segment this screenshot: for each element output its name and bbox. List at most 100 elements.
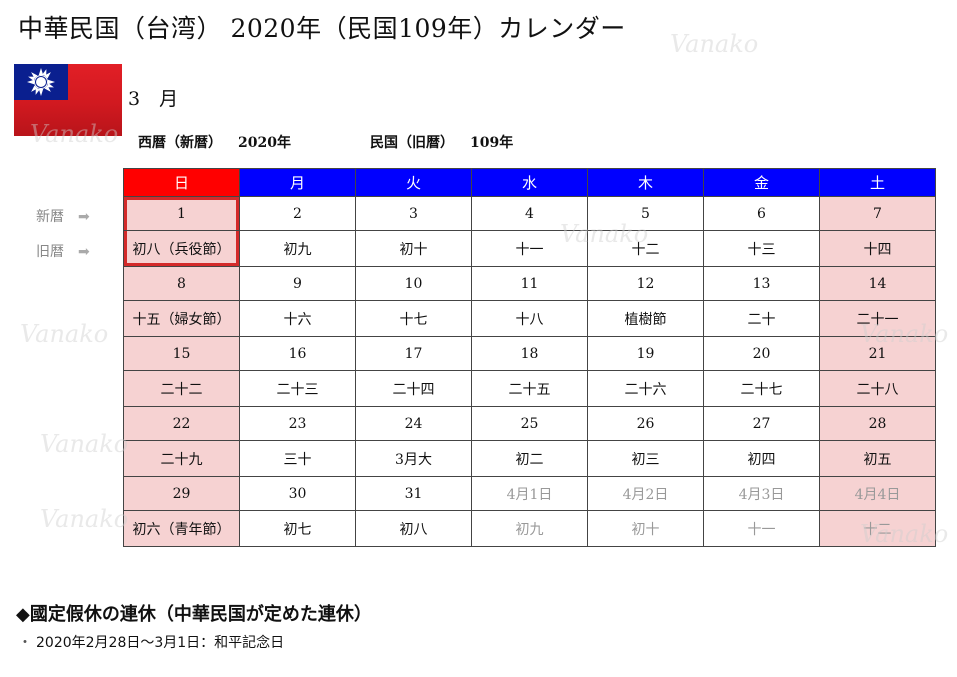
gregorian-date-cell: 3 xyxy=(355,196,472,231)
gregorian-date-cell: 18 xyxy=(471,336,588,371)
lunar-date-cell: 初十 xyxy=(355,230,472,267)
minguo-era-label: 民国（旧暦） xyxy=(370,135,454,151)
gregorian-date-cell: 24 xyxy=(355,406,472,441)
gregorian-date-cell: 30 xyxy=(239,476,356,511)
watermark-logo: Vanako xyxy=(20,320,109,348)
lunar-date-cell: 初七 xyxy=(239,510,356,547)
lunar-date-cell: 初五 xyxy=(819,440,936,477)
lunar-date-cell: 二十四 xyxy=(355,370,472,407)
lunar-date-cell: 十五（婦女節） xyxy=(123,300,240,337)
lunar-date-cell: 十一 xyxy=(703,510,820,547)
weekday-header-friday: 金 xyxy=(703,168,820,197)
gregorian-date-cell: 4月1日 xyxy=(471,476,588,511)
gregorian-date-cell: 4 xyxy=(471,196,588,231)
watermark-logo: Vanako xyxy=(40,430,129,458)
week-new-calendar-row: 8 9 10 11 12 13 14 xyxy=(123,266,936,301)
western-era: 西暦（新暦） 2020年 xyxy=(138,132,291,152)
week-old-calendar-row: 十五（婦女節） 十六 十七 十八 植樹節 二十 二十一 xyxy=(123,300,936,337)
lunar-date-cell: 十七 xyxy=(355,300,472,337)
western-era-label: 西暦（新暦） xyxy=(138,135,222,151)
lunar-date-cell: 初四 xyxy=(703,440,820,477)
gregorian-date-cell: 4月3日 xyxy=(703,476,820,511)
weekday-header-saturday: 土 xyxy=(819,168,936,197)
week-old-calendar-row: 初六（青年節） 初七 初八 初九 初十 十一 十二 xyxy=(123,510,936,547)
gregorian-date-cell: 19 xyxy=(587,336,704,371)
gregorian-date-cell: 22 xyxy=(123,406,240,441)
arrow-right-icon: ➡ xyxy=(78,209,90,225)
watermark-logo: Vanako xyxy=(670,30,759,58)
lunar-date-cell: 二十六 xyxy=(587,370,704,407)
gregorian-date-cell: 10 xyxy=(355,266,472,301)
old-calendar-row-label: 旧暦 ➡ xyxy=(36,241,90,261)
gregorian-date-cell: 6 xyxy=(703,196,820,231)
gregorian-date-cell: 9 xyxy=(239,266,356,301)
gregorian-date-cell: 23 xyxy=(239,406,356,441)
holidays-heading: ◆國定假休の連休（中華民国が定めた連休） xyxy=(16,604,372,625)
gregorian-date-cell: 12 xyxy=(587,266,704,301)
weekday-header-sunday: 日 xyxy=(123,168,240,197)
gregorian-date-cell: 26 xyxy=(587,406,704,441)
lunar-date-cell: 十二 xyxy=(587,230,704,267)
gregorian-date-cell: 11 xyxy=(471,266,588,301)
lunar-date-cell: 十六 xyxy=(239,300,356,337)
minguo-era-value: 109年 xyxy=(470,135,514,151)
gregorian-date-cell: 15 xyxy=(123,336,240,371)
gregorian-date-cell: 16 xyxy=(239,336,356,371)
lunar-date-cell: 二十五 xyxy=(471,370,588,407)
holidays-list: 2020年2月28日～3月1日：和平記念日 xyxy=(18,632,284,652)
lunar-date-cell: 二十二 xyxy=(123,370,240,407)
western-era-value: 2020年 xyxy=(238,135,291,151)
week-old-calendar-row: 二十九 三十 3月大 初二 初三 初四 初五 xyxy=(123,440,936,477)
lunar-date-cell: 初十 xyxy=(587,510,704,547)
lunar-date-cell: 植樹節 xyxy=(587,300,704,337)
gregorian-date-cell: 20 xyxy=(703,336,820,371)
gregorian-date-cell: 17 xyxy=(355,336,472,371)
arrow-right-icon: ➡ xyxy=(78,244,90,260)
week-new-calendar-row: 15 16 17 18 19 20 21 xyxy=(123,336,936,371)
gregorian-date-cell: 13 xyxy=(703,266,820,301)
week-old-calendar-row: 二十二 二十三 二十四 二十五 二十六 二十七 二十八 xyxy=(123,370,936,407)
gregorian-date-cell: 25 xyxy=(471,406,588,441)
lunar-date-cell: 二十 xyxy=(703,300,820,337)
lunar-date-cell: 初八 xyxy=(355,510,472,547)
gregorian-date-cell: 31 xyxy=(355,476,472,511)
weekday-header-row: 日 月 火 水 木 金 土 xyxy=(123,168,936,197)
gregorian-date-cell: 14 xyxy=(819,266,936,301)
lunar-date-cell: 十一 xyxy=(471,230,588,267)
lunar-date-cell: 三十 xyxy=(239,440,356,477)
weekday-header-tuesday: 火 xyxy=(355,168,472,197)
lunar-date-cell: 初二 xyxy=(471,440,588,477)
gregorian-date-cell: 28 xyxy=(819,406,936,441)
lunar-date-cell: 初九 xyxy=(239,230,356,267)
lunar-date-cell: 初六（青年節） xyxy=(123,510,240,547)
lunar-date-cell: 二十七 xyxy=(703,370,820,407)
week-old-calendar-row: 初八（兵役節） 初九 初十 十一 十二 十三 十四 xyxy=(123,230,936,267)
weekday-header-monday: 月 xyxy=(239,168,356,197)
lunar-date-cell: 二十八 xyxy=(819,370,936,407)
taiwan-flag-image xyxy=(14,64,122,136)
minguo-era: 民国（旧暦） 109年 xyxy=(370,132,513,152)
weekday-header-thursday: 木 xyxy=(587,168,704,197)
gregorian-date-cell: 21 xyxy=(819,336,936,371)
lunar-date-cell: 初三 xyxy=(587,440,704,477)
lunar-date-cell: 十三 xyxy=(703,230,820,267)
gregorian-date-cell: 5 xyxy=(587,196,704,231)
lunar-date-cell: 十二 xyxy=(819,510,936,547)
page-title: 中華民国（台湾） 2020年（民国109年）カレンダー xyxy=(18,14,626,43)
gregorian-date-cell: 7 xyxy=(819,196,936,231)
new-calendar-label: 新暦 xyxy=(36,209,64,225)
lunar-date-cell: 初八（兵役節） xyxy=(123,230,240,267)
gregorian-date-cell: 8 xyxy=(123,266,240,301)
gregorian-date-cell: 29 xyxy=(123,476,240,511)
watermark-logo: Vanako xyxy=(40,505,129,533)
gregorian-date-cell: 4月2日 xyxy=(587,476,704,511)
gregorian-date-cell: 27 xyxy=(703,406,820,441)
lunar-date-cell: 初九 xyxy=(471,510,588,547)
lunar-date-cell: 二十九 xyxy=(123,440,240,477)
week-new-calendar-row: 29 30 31 4月1日 4月2日 4月3日 4月4日 xyxy=(123,476,936,511)
old-calendar-label: 旧暦 xyxy=(36,244,64,260)
weekday-header-wednesday: 水 xyxy=(471,168,588,197)
new-calendar-row-label: 新暦 ➡ xyxy=(36,206,90,226)
month-label: 3 月 xyxy=(128,88,179,110)
